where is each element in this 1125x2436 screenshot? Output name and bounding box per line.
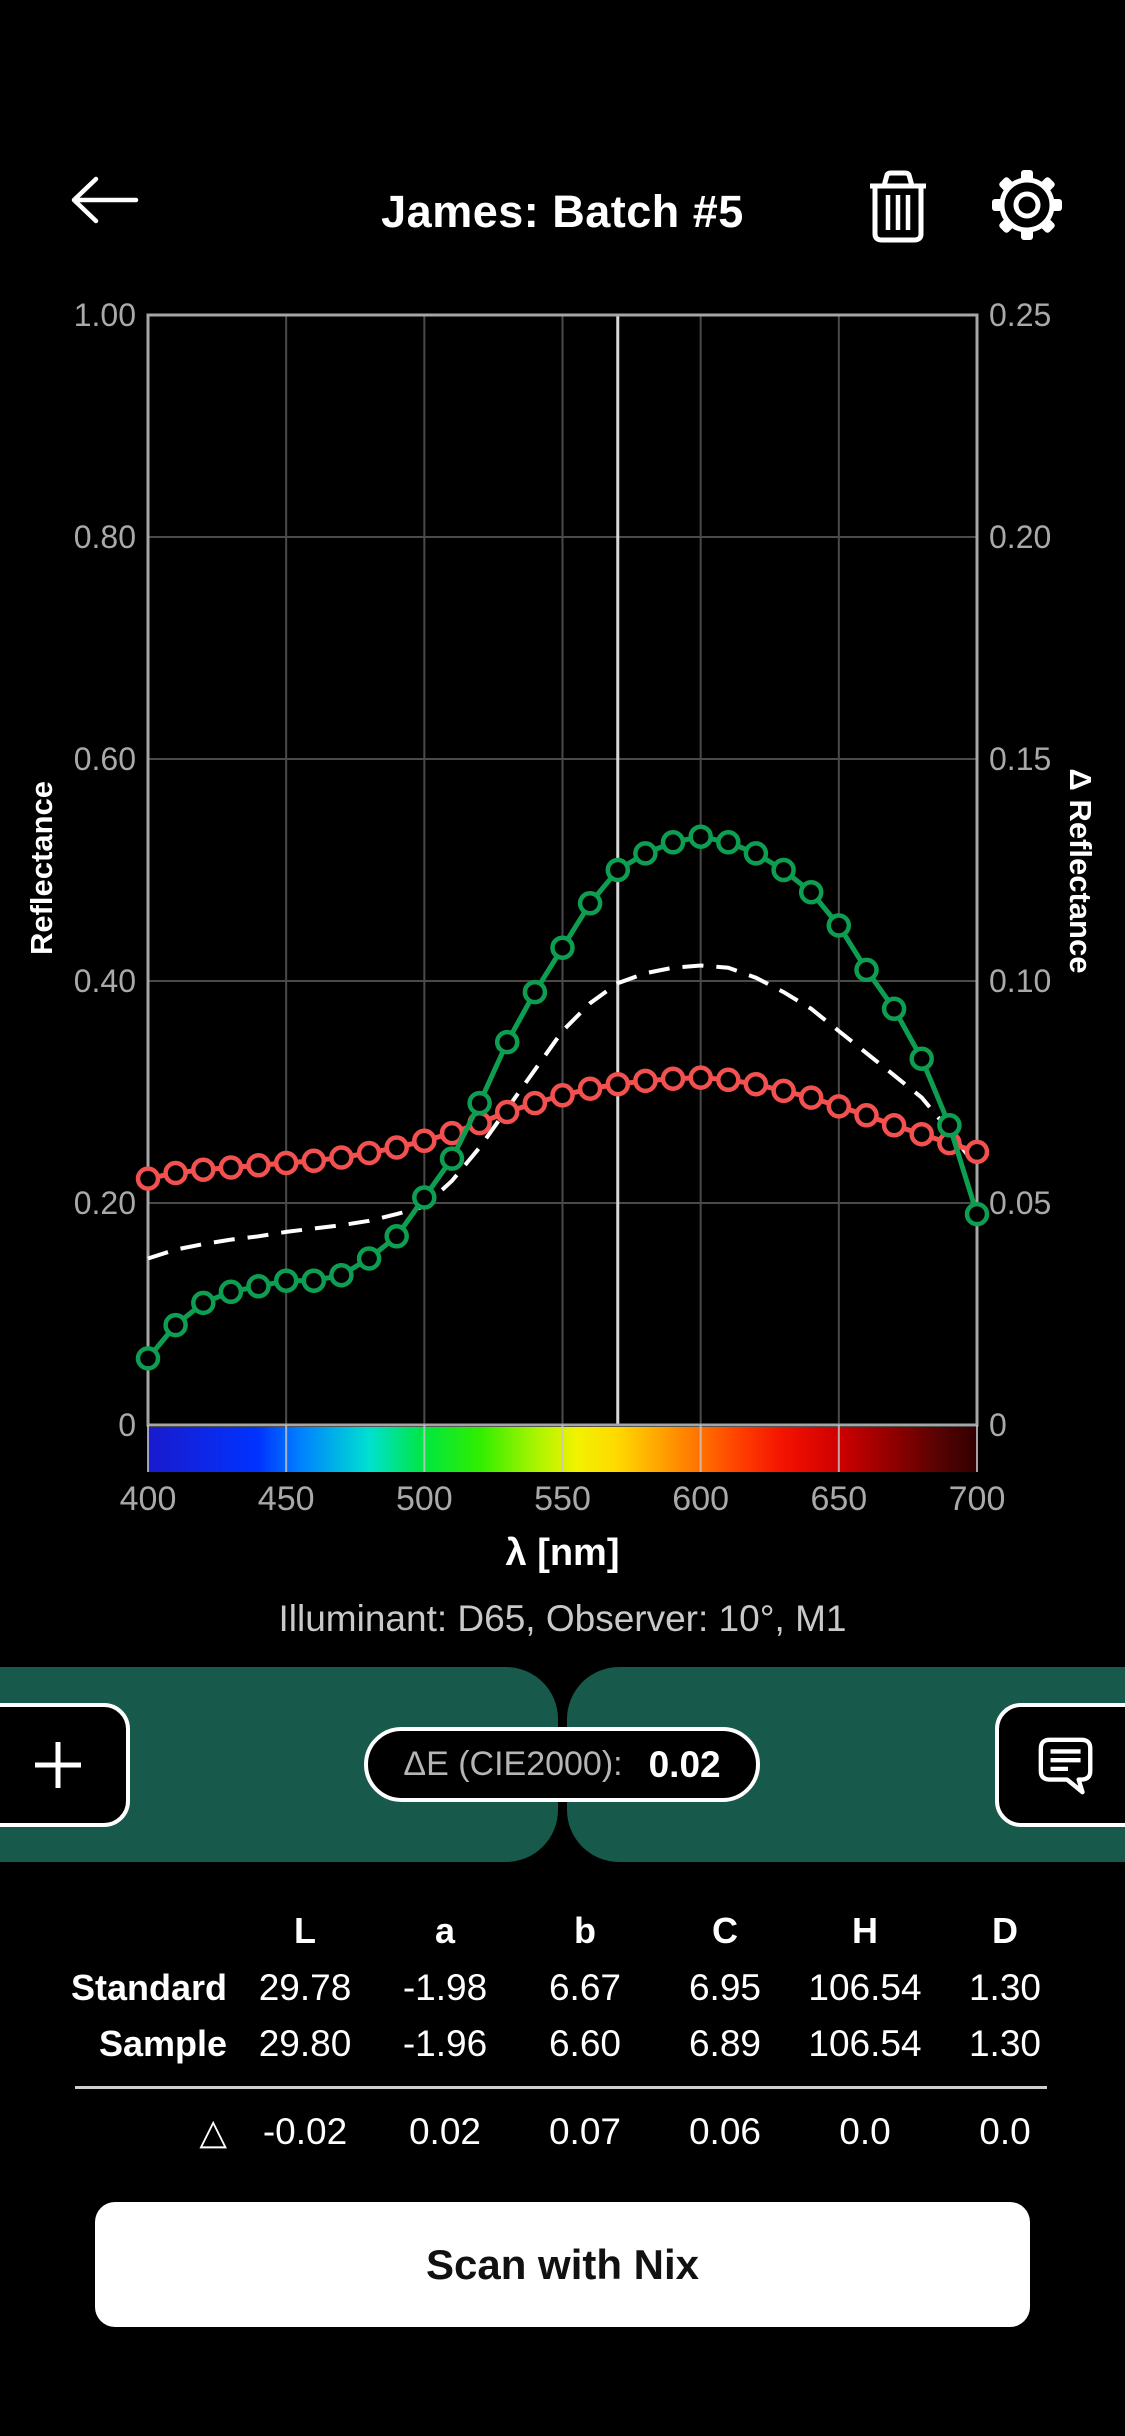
sample-C: 6.89 <box>688 2023 761 2064</box>
axis-tick-label: 0.80 <box>73 519 136 555</box>
axis-tick-label: 0 <box>118 1407 136 1443</box>
axis-tick-label: 700 <box>948 1480 1006 1518</box>
axis-tick-label: 0.20 <box>73 1185 136 1221</box>
delta-L: -0.02 <box>262 2111 348 2152</box>
back-button[interactable] <box>66 172 142 228</box>
delta-symbol: △ <box>199 2111 227 2152</box>
table-divider <box>75 2086 1047 2089</box>
axis-tick-label: 0.40 <box>73 963 136 999</box>
axis-tick-label: 0.25 <box>989 297 1052 333</box>
comment-button[interactable] <box>995 1703 1125 1827</box>
sample-H: 106.54 <box>808 2023 922 2064</box>
delta-e-pill[interactable]: ΔE (CIE2000): 0.02 <box>364 1727 760 1802</box>
axis-tick-label: 400 <box>119 1480 177 1518</box>
col-header-L: L <box>294 1910 316 1951</box>
row-label: Sample <box>98 2023 227 2064</box>
gear-icon <box>992 170 1062 240</box>
axis-tick-label: 550 <box>534 1480 591 1518</box>
y-axis-left-title: Reflectance <box>24 780 59 956</box>
col-header-C: C <box>712 1910 738 1951</box>
sample-L: 29.80 <box>258 2023 352 2064</box>
axis-tick-label: 650 <box>810 1480 868 1518</box>
axis-tick-label: 500 <box>395 1480 453 1518</box>
axis-tick-label: 0 <box>989 1407 1007 1443</box>
axis-tick-label: 1.00 <box>73 297 136 333</box>
delete-button[interactable] <box>860 168 936 246</box>
standard-L: 29.78 <box>258 1967 352 2008</box>
col-header-D: D <box>992 1910 1018 1951</box>
standard-H: 106.54 <box>808 1967 922 2008</box>
plus-icon <box>35 1742 81 1788</box>
sample-b: 6.60 <box>548 2023 621 2064</box>
reflectance-chart[interactable] <box>0 0 1125 1530</box>
table-header-row: L a b C H D <box>60 1908 1075 1954</box>
back-arrow-icon <box>71 176 139 224</box>
axis-tick-label: 0.05 <box>989 1185 1052 1221</box>
sample-D: 1.30 <box>968 2023 1041 2064</box>
trash-icon <box>870 170 926 243</box>
scan-with-nix-button[interactable]: Scan with Nix <box>95 2202 1030 2327</box>
standard-a: -1.98 <box>402 1967 488 2008</box>
standard-D: 1.30 <box>968 1967 1041 2008</box>
axis-tick-label: 0.60 <box>73 741 136 777</box>
col-header-H: H <box>852 1910 878 1951</box>
col-header-a: a <box>434 1910 456 1951</box>
comment-icon <box>1038 1737 1093 1795</box>
delta-D: 0.0 <box>979 2111 1031 2152</box>
standard-C: 6.95 <box>688 1967 761 2008</box>
standard-b: 6.67 <box>548 1967 621 2008</box>
sample-a: -1.96 <box>402 2023 488 2064</box>
axis-tick-label: 600 <box>672 1480 730 1518</box>
delta-H: 0.0 <box>839 2111 891 2152</box>
row-label: Standard <box>70 1967 227 2008</box>
delta-e-label: ΔE (CIE2000): <box>403 1745 623 1783</box>
axis-tick-label: 450 <box>257 1480 315 1518</box>
settings-button[interactable] <box>986 164 1068 246</box>
table-row-standard: Standard 29.78 -1.98 6.67 6.95 106.54 1.… <box>60 1965 1075 2011</box>
y-axis-right-title: Δ Reflectance <box>1063 768 1098 974</box>
delta-C: 0.06 <box>688 2111 761 2152</box>
page-title: James: Batch #5 <box>381 186 744 237</box>
table-row-delta: △ -0.02 0.02 0.07 0.06 0.0 0.0 <box>60 2109 1075 2155</box>
table-row-sample: Sample 29.80 -1.96 6.60 6.89 106.54 1.30 <box>60 2021 1075 2067</box>
delta-e-value: 0.02 <box>648 1743 721 1785</box>
delta-a: 0.02 <box>408 2111 481 2152</box>
axis-tick-label: 0.20 <box>989 519 1052 555</box>
x-axis-title: λ [nm] <box>505 1532 620 1574</box>
delta-b: 0.07 <box>548 2111 621 2152</box>
axis-tick-label: 0.10 <box>989 963 1052 999</box>
add-measurement-button[interactable] <box>0 1703 130 1827</box>
col-header-b: b <box>574 1910 596 1951</box>
axis-tick-label: 0.15 <box>989 741 1052 777</box>
illuminant-observer-text: Illuminant: D65, Observer: 10°, M1 <box>278 1598 847 1639</box>
